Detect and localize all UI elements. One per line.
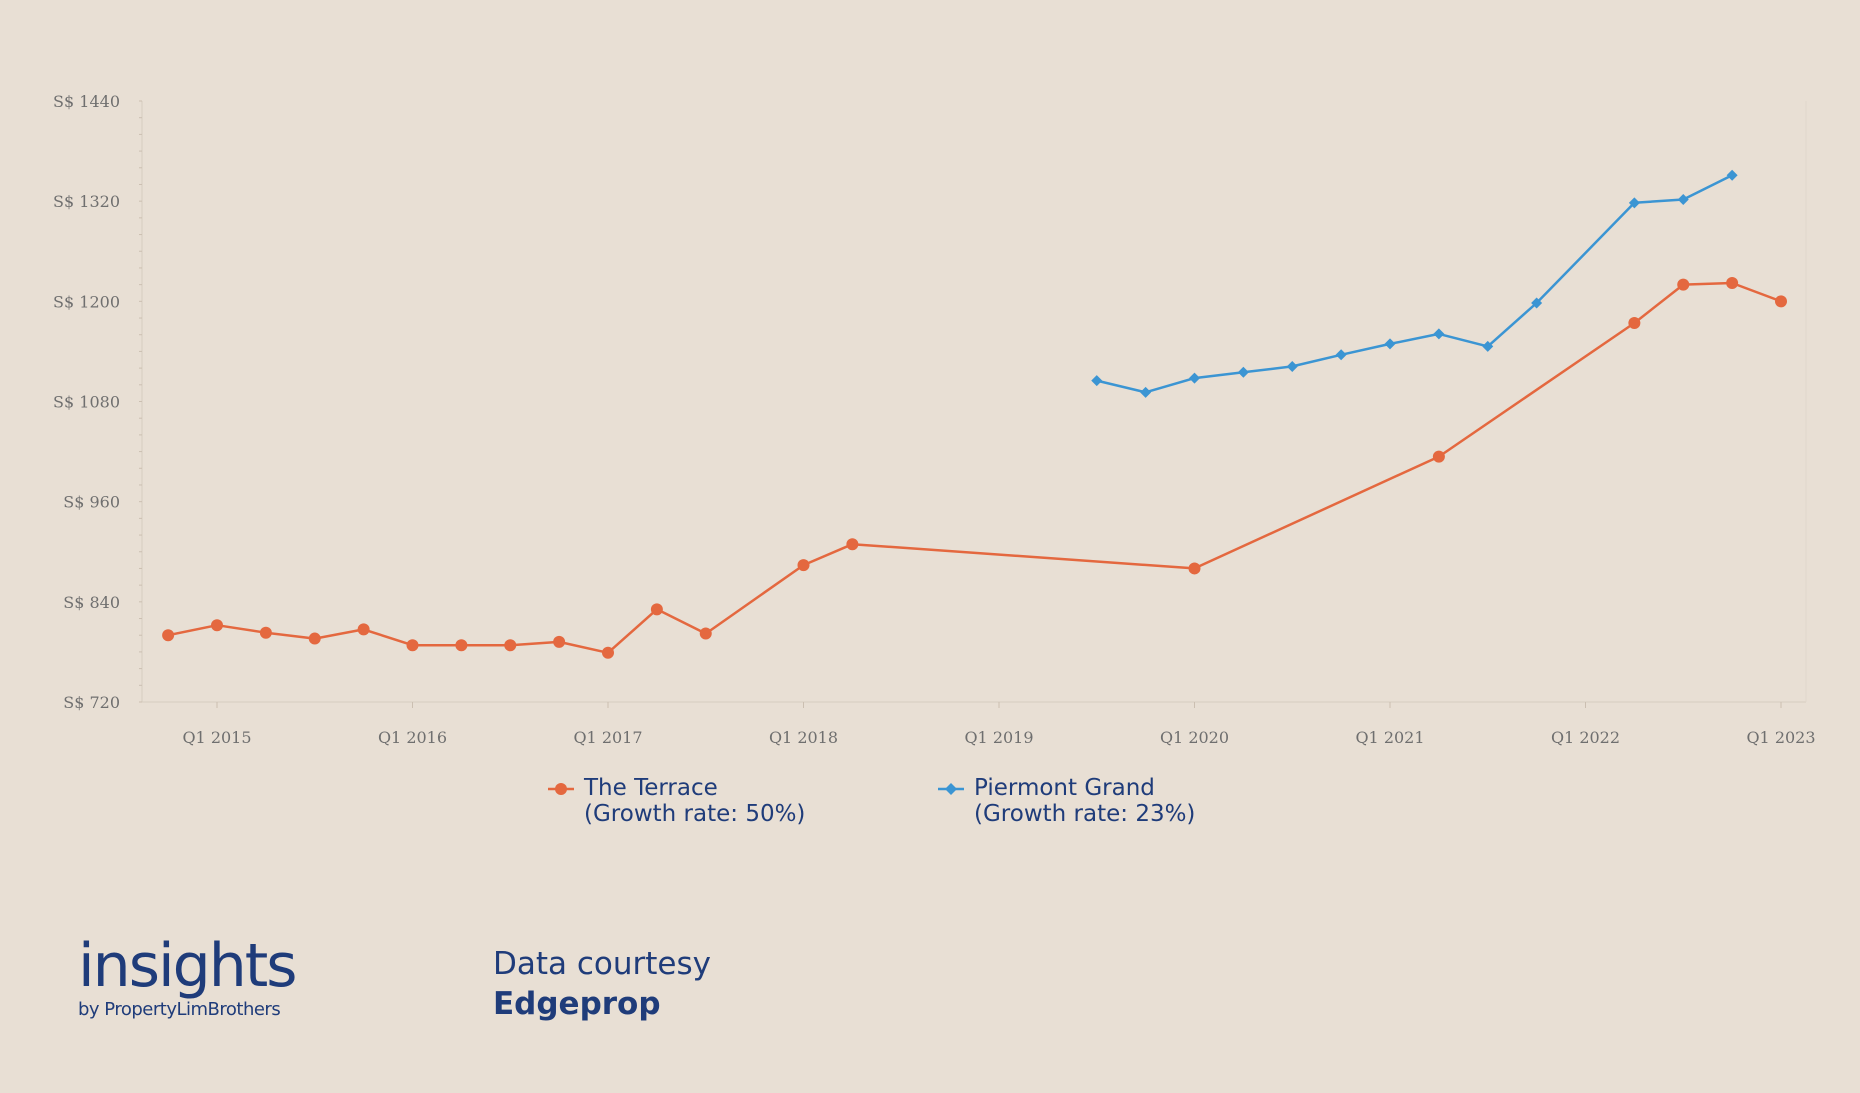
brand-logo: insights by PropertyLimBrothers bbox=[78, 931, 298, 1020]
y-tick-label: S$ 1200 bbox=[53, 292, 120, 311]
x-tick-label: Q1 2023 bbox=[1746, 728, 1815, 747]
credit-source: Edgeprop bbox=[493, 986, 661, 1022]
data-point[interactable] bbox=[1286, 360, 1298, 372]
y-tick-label: S$ 840 bbox=[63, 593, 120, 612]
legend-growth-piermont-grand: (Growth rate: 23%) bbox=[974, 801, 1196, 827]
x-tick-label: Q1 2021 bbox=[1355, 728, 1424, 747]
data-point[interactable] bbox=[846, 538, 859, 551]
data-point[interactable] bbox=[357, 623, 370, 636]
chart-axes bbox=[139, 100, 1807, 703]
data-point[interactable] bbox=[1237, 366, 1249, 378]
brand-wordmark: insights bbox=[78, 931, 298, 1001]
data-point[interactable] bbox=[699, 627, 712, 640]
data-point[interactable] bbox=[1189, 372, 1200, 384]
data-point[interactable] bbox=[162, 629, 175, 642]
x-tick-label: Q1 2019 bbox=[964, 728, 1033, 747]
data-point[interactable] bbox=[308, 632, 321, 645]
data-point[interactable] bbox=[1432, 450, 1445, 463]
series-line bbox=[1096, 174, 1733, 394]
x-tick-label: Q1 2022 bbox=[1551, 728, 1620, 747]
y-axis-ticks: S$ 720 S$ 840 S$ 960 S$ 1080 S$ 1200 S$ 1320 S… bbox=[53, 92, 120, 712]
x-tick-label: Q1 2018 bbox=[769, 728, 838, 747]
x-tick-label: Q1 2017 bbox=[573, 728, 642, 747]
data-point[interactable] bbox=[1775, 295, 1787, 308]
data-point[interactable] bbox=[1140, 386, 1152, 398]
data-point[interactable] bbox=[1677, 193, 1689, 205]
data-point[interactable] bbox=[797, 559, 810, 572]
x-tick-label: Q1 2016 bbox=[378, 728, 447, 747]
data-point[interactable] bbox=[602, 646, 614, 659]
y-tick-label: S$ 960 bbox=[63, 493, 120, 512]
data-point[interactable] bbox=[504, 639, 517, 652]
series-the-terrace bbox=[162, 276, 1787, 659]
data-point[interactable] bbox=[1482, 340, 1494, 352]
data-point[interactable] bbox=[1531, 297, 1543, 309]
data-point[interactable] bbox=[406, 639, 419, 652]
data-point[interactable] bbox=[259, 626, 272, 639]
circle-marker-icon bbox=[548, 783, 574, 795]
data-point[interactable] bbox=[1384, 338, 1396, 350]
legend-label-piermont-grand: Piermont Grand bbox=[974, 775, 1155, 801]
data-point[interactable] bbox=[553, 635, 566, 648]
series-piermont-grand bbox=[1091, 169, 1738, 398]
y-tick-label: S$ 1320 bbox=[53, 192, 120, 211]
x-axis-ticks: Q1 2015 Q1 2016 Q1 2017 Q1 2018 Q1 2019 Q1 20… bbox=[182, 702, 1816, 747]
data-point[interactable] bbox=[1726, 169, 1738, 181]
data-point[interactable] bbox=[1628, 197, 1640, 209]
data-point[interactable] bbox=[455, 639, 468, 652]
diamond-marker-icon bbox=[938, 783, 964, 795]
y-tick-label: S$ 1080 bbox=[53, 393, 120, 412]
data-point[interactable] bbox=[1335, 349, 1347, 361]
series-layer bbox=[162, 169, 1787, 659]
data-point[interactable] bbox=[1433, 328, 1445, 340]
y-tick-label: S$ 1440 bbox=[53, 92, 120, 111]
data-point[interactable] bbox=[1726, 276, 1739, 289]
data-point[interactable] bbox=[1188, 562, 1201, 575]
series-line bbox=[167, 281, 1782, 655]
data-point[interactable] bbox=[1091, 375, 1103, 387]
data-point[interactable] bbox=[1677, 278, 1690, 291]
legend-growth-the-terrace: (Growth rate: 50%) bbox=[584, 801, 806, 827]
y-tick-label: S$ 720 bbox=[63, 693, 120, 712]
x-tick-label: Q1 2015 bbox=[182, 728, 251, 747]
data-point[interactable] bbox=[1628, 317, 1641, 330]
data-point[interactable] bbox=[211, 619, 223, 632]
data-point[interactable] bbox=[650, 603, 663, 616]
legend-label-the-terrace: The Terrace bbox=[584, 775, 718, 801]
brand-byline: by PropertyLimBrothers bbox=[78, 999, 281, 1020]
data-credit: Data courtesy Edgeprop bbox=[493, 944, 711, 1024]
credit-label: Data courtesy bbox=[493, 946, 711, 982]
x-tick-label: Q1 2020 bbox=[1160, 728, 1229, 747]
